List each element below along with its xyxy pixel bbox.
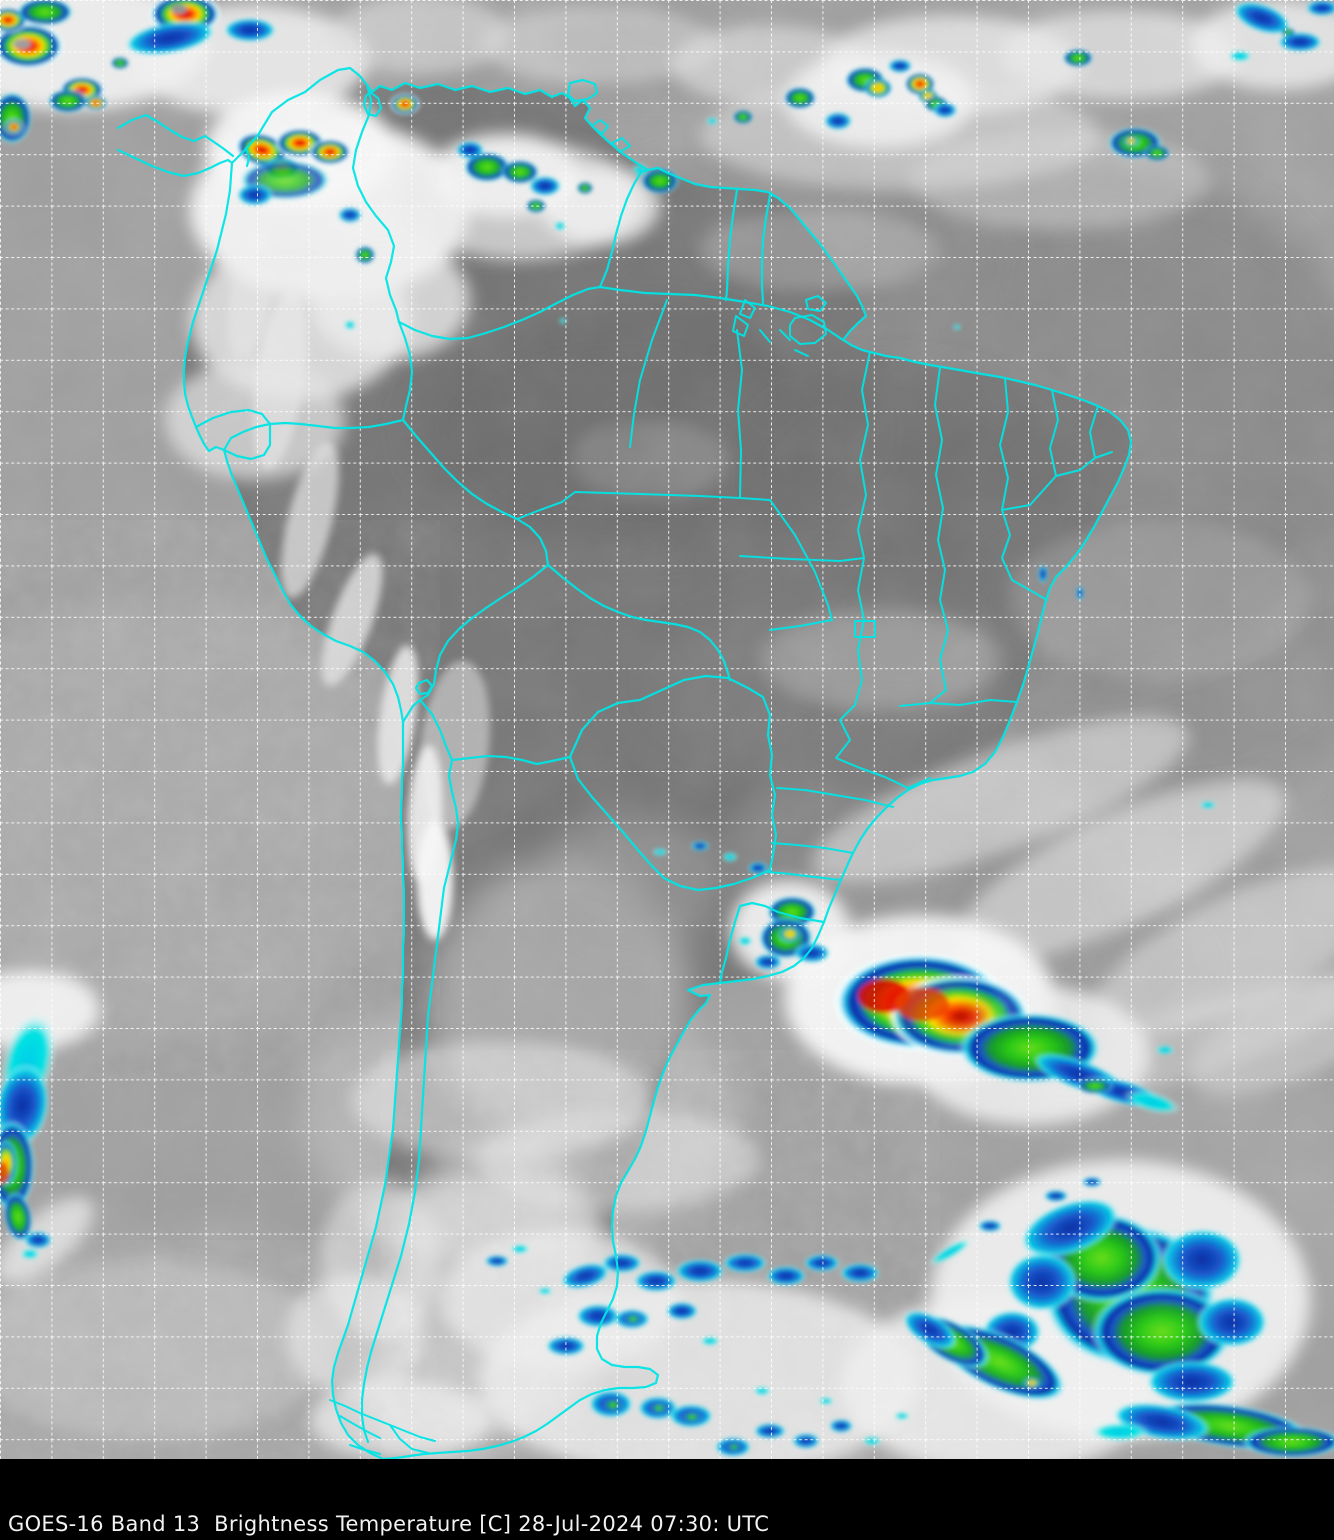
paraguay-borders (568, 674, 778, 892)
trinidad (566, 78, 599, 103)
image-caption: GOES-16 Band 13 Brightness Temperature [… (8, 1512, 770, 1536)
brazil-bolivia-border (546, 563, 732, 682)
caption-bar: GOES-16 Band 13 Brightness Temperature [… (0, 1459, 1334, 1540)
chile-bolivia-border (418, 698, 454, 762)
latlon-grid (0, 0, 1334, 1459)
panama-coast (116, 113, 251, 178)
coastline (182, 66, 1133, 1459)
colombia-brazil-peru-border (222, 320, 414, 452)
suriname-frguiana-border (760, 193, 772, 305)
guyana-suriname-border (724, 188, 739, 302)
brazil-guianas-border (598, 285, 845, 342)
satellite-image (0, 0, 1334, 1459)
venezuela-south-border (397, 168, 650, 341)
country-borders (116, 66, 1133, 1459)
amazon-delta-channels (591, 119, 827, 357)
uruguay-borders (718, 901, 826, 985)
ecuador-borders (194, 408, 272, 461)
peru-bolivia-border (401, 563, 550, 724)
chile-argentina-border (360, 758, 460, 1444)
lake-maracaibo (362, 90, 383, 118)
tierra-del-fuego-channels (329, 1399, 436, 1455)
bolivia-argentina-border (450, 754, 572, 766)
peru-brazil-border (401, 418, 550, 567)
brazil-state-borders (516, 299, 1113, 881)
colombia-venezuela-border (351, 83, 401, 324)
